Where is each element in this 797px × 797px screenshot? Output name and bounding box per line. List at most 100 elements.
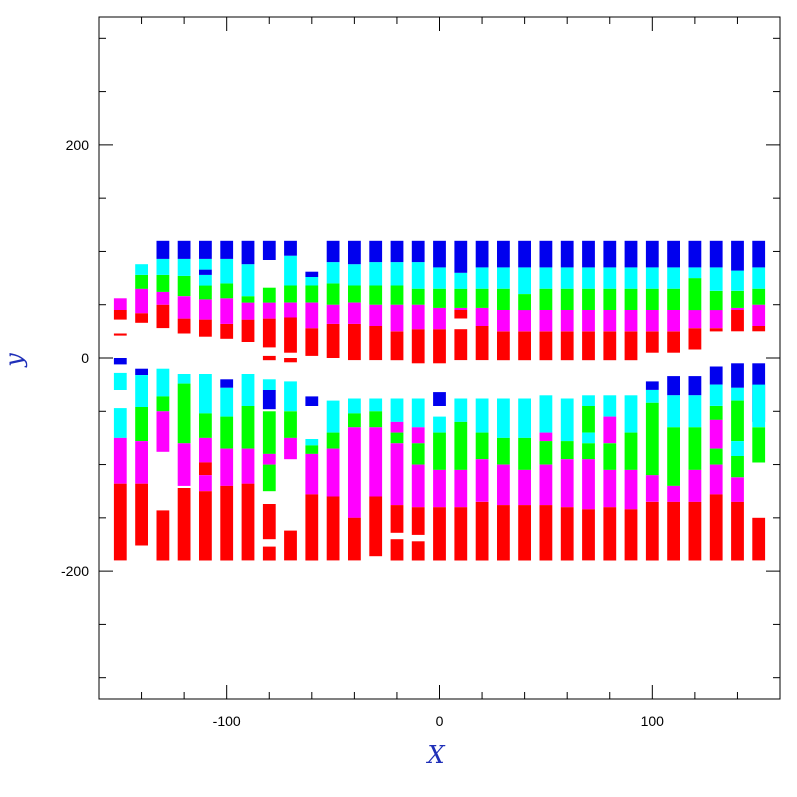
bar-segment-col14-magenta-6 xyxy=(411,427,425,444)
bar-segment-col9-cyan-6 xyxy=(305,439,319,446)
bar-segment-col3-magenta-1 xyxy=(177,296,191,319)
bar-segment-col10-magenta-1 xyxy=(326,304,340,324)
bar-segment-col22-cyan-3 xyxy=(582,267,595,289)
bar-segment-col22-cyan-5 xyxy=(582,395,595,406)
bar-segment-col22-magenta-9 xyxy=(582,459,595,510)
bar-segment-col2-magenta-7 xyxy=(156,411,170,452)
bar-segment-col29-blue-4 xyxy=(731,240,744,271)
bar-segment-col9-red-9 xyxy=(305,494,319,561)
bar-segment-col21-red-0 xyxy=(560,331,574,361)
bar-segment-col25-cyan-6 xyxy=(645,390,659,403)
bar-segment-col3-cyan-3 xyxy=(177,258,191,276)
bar-segment-col2-green-2 xyxy=(156,274,170,292)
bar-segment-col5-blue-5 xyxy=(220,379,234,388)
bar-segment-col8-green-2 xyxy=(284,285,297,303)
bar-segment-col11-magenta-1 xyxy=(348,302,361,324)
bar-segment-col1-magenta-1 xyxy=(135,288,148,314)
bar-segment-col24-cyan-3 xyxy=(624,267,638,289)
bar-segment-col1-cyan-3 xyxy=(135,264,148,275)
bar-segment-col16-green-7 xyxy=(454,421,468,470)
bar-segment-col4-green-2 xyxy=(199,285,212,300)
bar-segment-col10-red-0 xyxy=(326,323,340,358)
bar-segment-col13-magenta-1 xyxy=(390,304,404,332)
bar-segment-col23-cyan-5 xyxy=(603,395,617,417)
bar-segment-col5-red-0 xyxy=(220,323,234,339)
bar-segment-col29-cyan-3 xyxy=(731,270,744,291)
bar-segment-col28-red-11 xyxy=(709,494,723,561)
bar-segment-col7-green-7 xyxy=(262,411,276,454)
bar-segment-col14-green-7 xyxy=(411,443,425,465)
bar-segment-col27-magenta-1 xyxy=(688,310,702,329)
bar-segment-col6-blue-4 xyxy=(241,240,255,265)
bar-segment-col30-magenta-1 xyxy=(752,304,766,326)
bar-segment-col11-cyan-3 xyxy=(348,264,361,286)
bar-segment-col4-blue-4 xyxy=(199,269,212,275)
bar-segment-col27-blue-5 xyxy=(688,376,702,396)
bar-segment-col10-cyan-5 xyxy=(326,400,340,433)
bar-segment-col16-cyan-4 xyxy=(454,272,468,289)
bar-segment-col2-cyan-5 xyxy=(156,368,170,397)
bar-segment-col27-green-7 xyxy=(688,427,702,470)
bar-segment-col12-magenta-7 xyxy=(369,427,383,497)
bar-segment-col30-green-2 xyxy=(752,288,766,305)
bar-segment-col11-red-8 xyxy=(348,517,361,561)
bar-segment-col0-cyan-5 xyxy=(113,408,127,438)
bar-segment-col17-red-0 xyxy=(475,326,489,361)
bar-segment-col0-red-0 xyxy=(113,310,127,320)
bar-segment-col11-blue-4 xyxy=(348,240,361,265)
bar-segment-col14-green-2 xyxy=(411,288,425,305)
bar-segment-col6-cyan-5 xyxy=(241,374,255,406)
bar-segment-col14-red-10 xyxy=(411,541,425,561)
bar-segment-col4-green-8 xyxy=(199,413,212,438)
x-tick-label: -100 xyxy=(213,713,241,729)
bar-segment-col15-cyan-3 xyxy=(433,267,446,289)
bar-segment-col29-red-11 xyxy=(731,501,744,561)
bar-segment-col2-green-6 xyxy=(156,396,170,412)
bar-segment-col13-red-9 xyxy=(390,505,404,533)
bar-segment-col10-green-2 xyxy=(326,283,340,305)
bar-segment-col15-magenta-1 xyxy=(433,307,446,330)
bar-segment-col24-red-0 xyxy=(624,331,638,361)
bar-segment-col28-magenta-10 xyxy=(709,464,723,495)
bar-segment-col2-red-0 xyxy=(156,304,170,329)
bar-segment-col29-magenta-10 xyxy=(731,477,744,502)
bar-segment-col13-green-2 xyxy=(390,285,404,305)
bar-segment-col23-blue-4 xyxy=(603,240,617,268)
bar-segment-col7-green-2 xyxy=(262,287,276,303)
bar-segment-col12-magenta-1 xyxy=(369,304,383,326)
bar-segment-col16-red-1 xyxy=(454,310,468,319)
bar-segment-col12-cyan-5 xyxy=(369,398,383,412)
bar-segment-col3-green-6 xyxy=(177,383,191,444)
bar-segment-col7-red-0 xyxy=(262,318,276,348)
bar-segment-col20-red-9 xyxy=(539,505,553,561)
bar-segment-col29-cyan-6 xyxy=(731,387,744,401)
bar-segment-col29-green-7 xyxy=(731,400,744,442)
bar-segment-col18-blue-4 xyxy=(497,240,510,268)
bar-segment-col9-blue-4 xyxy=(305,271,319,277)
bar-segment-col5-green-7 xyxy=(220,416,234,449)
bar-segment-col9-red-0 xyxy=(305,328,319,356)
bar-segment-col9-green-2 xyxy=(305,285,319,303)
bar-segment-col16-cyan-6 xyxy=(454,398,468,422)
bar-segment-col8-cyan-3 xyxy=(284,255,297,286)
bar-segment-col8-red-0 xyxy=(284,317,297,353)
bar-segment-col14-magenta-8 xyxy=(411,464,425,508)
bar-segment-col30-red-8 xyxy=(752,517,766,561)
bar-segment-col18-magenta-1 xyxy=(497,310,510,332)
ticks-layer xyxy=(99,17,780,699)
bar-segment-col19-green-2 xyxy=(518,294,531,311)
bar-segment-col15-cyan-6 xyxy=(433,416,446,433)
bar-segment-col19-blue-4 xyxy=(518,240,531,268)
bar-segment-col27-blue-4 xyxy=(688,240,702,268)
bar-segment-col16-magenta-2 xyxy=(454,307,468,310)
bar-segment-col13-blue-4 xyxy=(390,240,404,263)
bar-segment-col29-green-9 xyxy=(731,456,744,478)
bar-segment-col13-green-7 xyxy=(390,432,404,444)
bar-segment-col10-cyan-3 xyxy=(326,262,340,284)
bar-segment-col9-blue-5 xyxy=(305,396,319,406)
bar-segment-col4-red-0 xyxy=(199,319,212,337)
bar-segment-col19-cyan-5 xyxy=(518,398,531,438)
bar-segment-col26-blue-5 xyxy=(667,376,680,396)
bar-segment-col8-red-5 xyxy=(284,358,297,363)
bar-segment-col0-magenta-6 xyxy=(113,437,127,484)
